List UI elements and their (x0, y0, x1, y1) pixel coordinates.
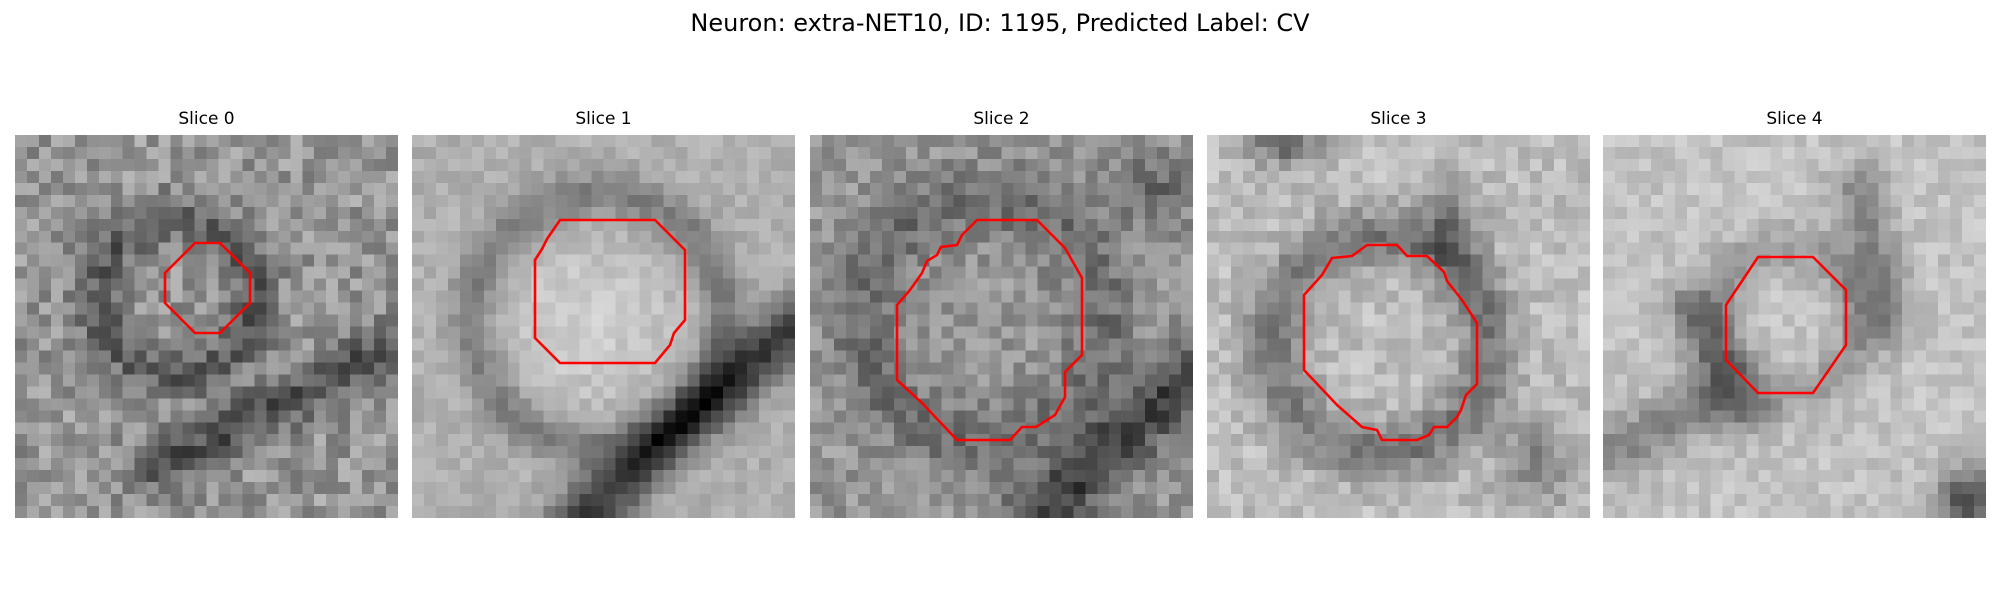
slice-image (1207, 135, 1590, 518)
slice-image (1603, 135, 1986, 518)
slice-panel-title: Slice 4 (1766, 109, 1823, 129)
contour-outline (1302, 243, 1479, 442)
slice-image (412, 135, 795, 518)
slice-panel-1: Slice 1 (412, 108, 795, 521)
slice-panel-3: Slice 3 (1207, 108, 1590, 521)
contour-outline (1724, 255, 1848, 395)
contour-outline (163, 241, 252, 335)
segmentation-contour (1302, 243, 1479, 442)
segmentation-contour (895, 218, 1084, 442)
slice-panel-title: Slice 1 (575, 109, 632, 129)
slice-panel-title: Slice 3 (1370, 109, 1427, 129)
slice-panel-2: Slice 2 (810, 108, 1193, 521)
segmentation-contour (163, 241, 252, 335)
segmentation-contour (1724, 255, 1848, 395)
slice-panel-0: Slice 0 (15, 108, 398, 521)
figure-title: Neuron: extra-NET10, ID: 1195, Predicted… (690, 9, 1310, 37)
contour-outline (533, 218, 687, 365)
slice-image (810, 135, 1193, 518)
slice-panel-4: Slice 4 (1603, 108, 1986, 521)
slice-panel-title: Slice 2 (973, 109, 1030, 129)
segmentation-contour (533, 218, 687, 365)
slice-panel-title: Slice 0 (178, 109, 235, 129)
slice-image (15, 135, 398, 518)
contour-outline (895, 218, 1084, 442)
